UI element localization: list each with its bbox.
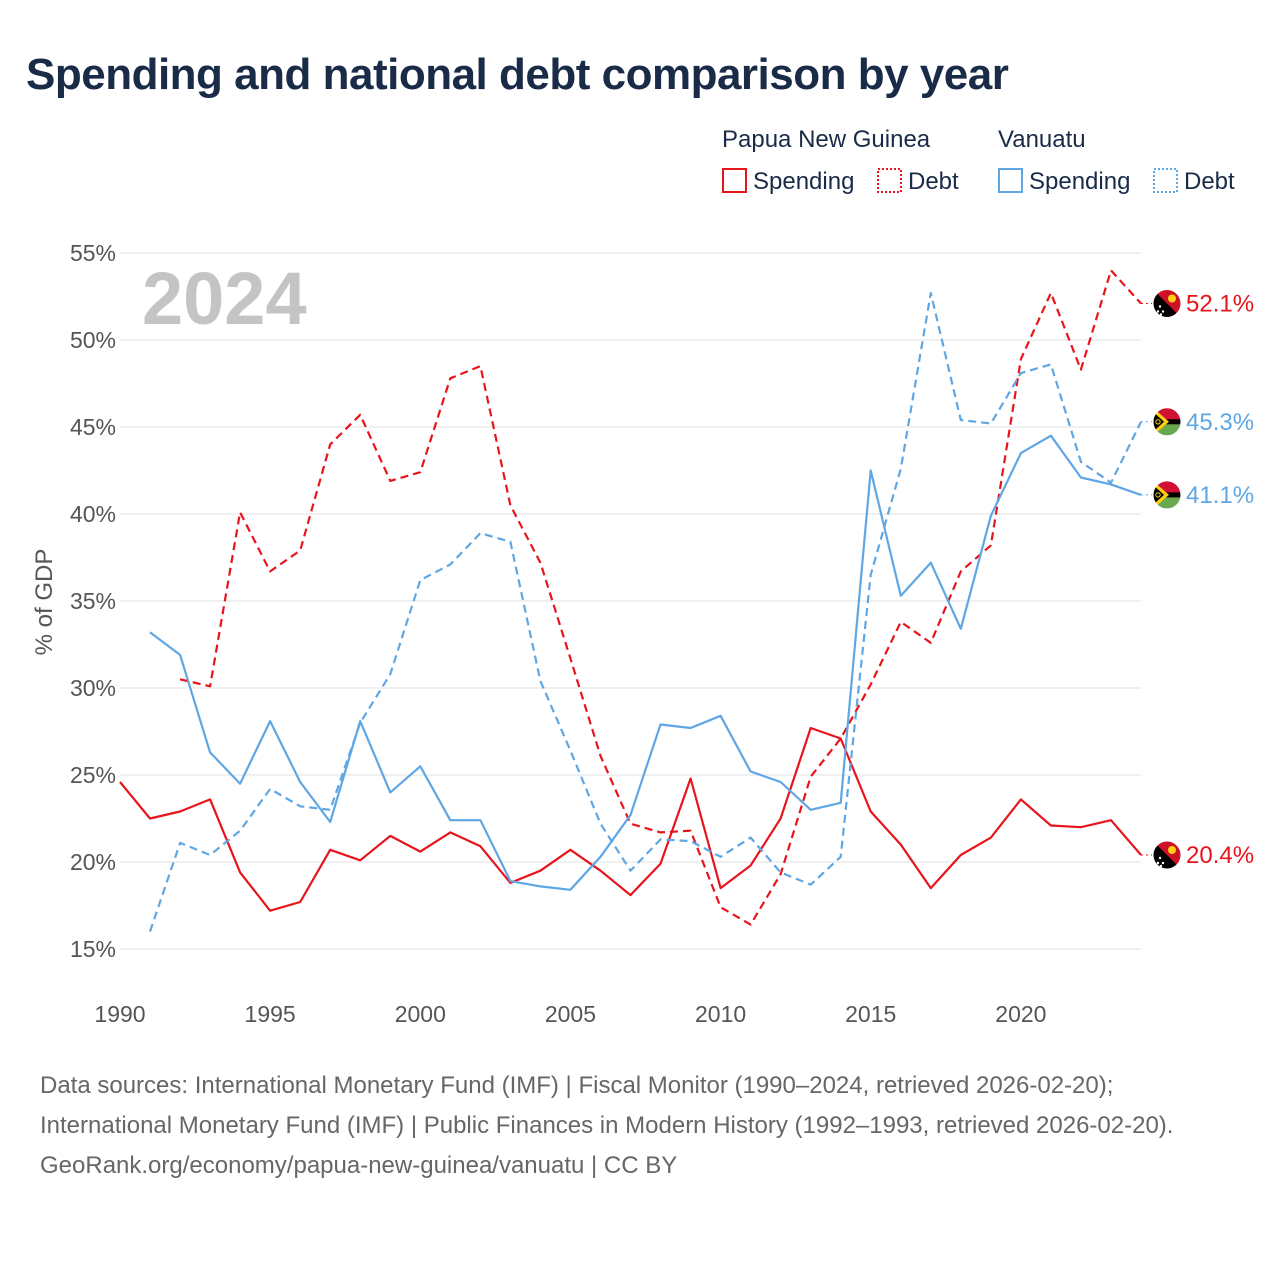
legend: Papua New Guinea Spending Debt Vanuatu Spend… [722, 126, 1235, 195]
y-tick-label: 50% [70, 327, 116, 353]
legend-swatch [1153, 168, 1178, 193]
end-value-label: 45.3% [1186, 409, 1254, 436]
y-tick-label: 45% [70, 414, 116, 440]
legend-country-label: Papua New Guinea [722, 126, 931, 153]
png-flag-icon [1153, 841, 1181, 869]
y-tick-label: 20% [70, 849, 116, 875]
end-flag [1152, 480, 1182, 510]
series-line-papua-new-guinea-spending [119, 726, 1142, 912]
y-axis-label: % of GDP [31, 549, 58, 656]
legend-item-label: Spending [753, 168, 854, 195]
y-tick-label: 55% [70, 240, 116, 266]
x-axis: 1990 1995 2000 2005 2010 2015 2020 [94, 1001, 1046, 1027]
year-label: 2024 [142, 257, 307, 340]
chart: Papua New Guinea Spending Debt Vanuatu Spend… [31, 126, 1254, 1027]
x-tick-label: 1990 [94, 1001, 145, 1027]
x-tick-label: 2015 [845, 1001, 896, 1027]
vanuatu-flag-icon [1153, 407, 1181, 436]
legend-item-label: Spending [1029, 168, 1130, 195]
x-tick-label: 2020 [995, 1001, 1046, 1027]
end-value-label: 20.4% [1186, 842, 1254, 869]
x-tick-label: 2000 [395, 1001, 446, 1027]
series-lines [119, 269, 1152, 932]
x-tick-label: 2010 [695, 1001, 746, 1027]
vanuatu-flag-icon [1153, 480, 1181, 509]
legend-item-label: Debt [908, 168, 959, 195]
x-tick-label: 1995 [245, 1001, 296, 1027]
legend-swatch [998, 168, 1023, 193]
legend-swatch [722, 168, 747, 193]
series-line-vanuatu-spending [149, 434, 1142, 891]
x-tick-label: 2005 [545, 1001, 596, 1027]
end-flag [1152, 407, 1182, 437]
end-value-label: 52.1% [1186, 290, 1254, 317]
legend-item-label: Debt [1184, 168, 1235, 195]
chart-title: Spending and national debt comparison by… [26, 50, 1009, 99]
y-tick-label: 35% [70, 588, 116, 614]
legend-country-label: Vanuatu [998, 126, 1086, 153]
y-axis: 15% 20% 25% 30% 35% 40% 45% 50% 55% [70, 240, 116, 962]
y-tick-label: 25% [70, 762, 116, 788]
end-flag [1152, 840, 1182, 870]
end-labels: 20.4% 52.1% 41.1% 45.3% [1152, 289, 1254, 870]
y-tick-label: 30% [70, 675, 116, 701]
png-flag-icon [1153, 289, 1181, 318]
series-line-papua-new-guinea-debt [179, 269, 1142, 926]
series-line-vanuatu-debt [148, 291, 1142, 932]
end-flag [1152, 289, 1182, 318]
y-tick-label: 15% [70, 936, 116, 962]
data-sources-text: Data sources: International Monetary Fun… [40, 1072, 1174, 1139]
attribution-link[interactable]: GeoRank.org/economy/papua-new-guinea/van… [40, 1152, 678, 1179]
legend-swatch [877, 168, 902, 193]
end-value-label: 41.1% [1186, 482, 1254, 509]
sources-footer: Data sources: International Monetary Fun… [40, 1066, 1240, 1186]
y-tick-label: 40% [70, 501, 116, 527]
gridlines [120, 252, 1141, 950]
